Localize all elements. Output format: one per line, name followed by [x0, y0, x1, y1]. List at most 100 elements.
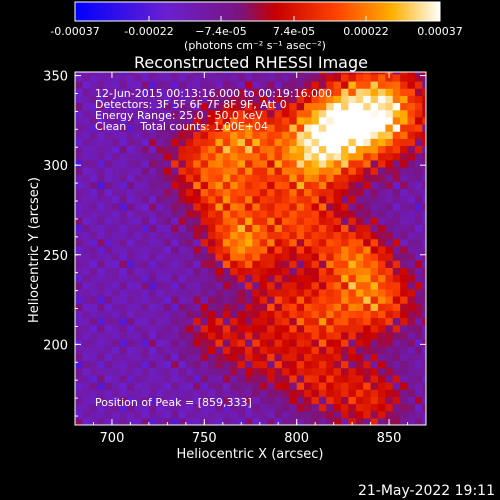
heatmap-cell — [126, 367, 135, 376]
heatmap-cell — [163, 95, 172, 104]
heatmap-cell — [111, 72, 120, 75]
heatmap-cell — [407, 324, 416, 333]
heatmap-cell — [148, 367, 157, 376]
heatmap-cell — [348, 381, 357, 390]
heatmap-cell — [82, 396, 91, 405]
heatmap-cell — [281, 417, 290, 425]
heatmap-cell — [370, 245, 379, 254]
heatmap-cell — [267, 360, 276, 369]
heatmap-cell — [82, 181, 91, 190]
heatmap-cell — [400, 274, 409, 283]
heatmap-cell — [75, 224, 83, 233]
heatmap-cell — [385, 353, 394, 362]
heatmap-cell — [82, 224, 91, 233]
heatmap-cell — [126, 260, 135, 268]
heatmap-cell — [377, 410, 386, 419]
heatmap-cell — [318, 252, 327, 261]
heatmap-cell — [274, 403, 283, 412]
heatmap-cell — [281, 80, 290, 89]
heatmap-cell — [75, 80, 83, 89]
heatmap-cell — [267, 260, 276, 268]
heatmap-cell — [414, 267, 423, 276]
heatmap-cell — [341, 181, 350, 190]
heatmap-cell — [171, 188, 180, 197]
heatmap-cell — [156, 138, 165, 147]
heatmap-cell — [215, 281, 224, 290]
heatmap-cell — [163, 224, 172, 233]
heatmap-cell — [267, 217, 276, 225]
heatmap-cell — [385, 174, 394, 182]
heatmap-cell — [163, 403, 172, 412]
heatmap-cell — [230, 123, 239, 132]
heatmap-cell — [230, 116, 239, 125]
heatmap-cell — [185, 410, 194, 419]
heatmap-cell — [222, 338, 231, 347]
heatmap-cell — [326, 152, 335, 161]
heatmap-cell — [318, 238, 327, 247]
heatmap-cell — [370, 331, 379, 340]
heatmap-cell — [215, 274, 224, 283]
heatmap-cell — [385, 396, 394, 405]
heatmap-cell — [326, 417, 335, 425]
heatmap-cell — [377, 353, 386, 362]
heatmap-cell — [244, 267, 253, 276]
heatmap-cell — [281, 238, 290, 247]
heatmap-cell — [126, 288, 135, 297]
heatmap-cell — [148, 288, 157, 297]
heatmap-cell — [252, 281, 261, 290]
heatmap-cell — [148, 310, 157, 319]
heatmap-cell — [178, 245, 187, 254]
heatmap-cell — [252, 138, 261, 147]
heatmap-cell — [141, 303, 150, 311]
heatmap-cell — [244, 381, 253, 390]
heatmap-cell — [119, 166, 128, 175]
heatmap-cell — [208, 131, 216, 139]
heatmap-cell — [97, 245, 106, 254]
heatmap-cell — [348, 303, 357, 311]
heatmap-cell — [370, 288, 379, 297]
heatmap-cell — [82, 80, 91, 89]
heatmap-cell — [252, 88, 261, 96]
heatmap-cell — [230, 281, 239, 290]
heatmap-cell — [407, 102, 416, 111]
heatmap-cell — [281, 152, 290, 161]
heatmap-cell — [97, 202, 106, 211]
heatmap-cell — [208, 288, 216, 297]
heatmap-cell — [215, 181, 224, 190]
heatmap-cell — [111, 188, 120, 197]
heatmap-cell — [333, 181, 342, 190]
heatmap-cell — [422, 331, 426, 340]
heatmap-cell — [304, 181, 313, 190]
heatmap-cell — [363, 274, 372, 283]
heatmap-cell — [200, 396, 209, 405]
heatmap-cell — [185, 274, 194, 283]
heatmap-cell — [289, 72, 298, 75]
heatmap-cell — [281, 353, 290, 362]
heatmap-cell — [422, 396, 426, 405]
heatmap-cell — [185, 95, 194, 104]
heatmap-cell — [281, 346, 290, 354]
heatmap-cell — [171, 324, 180, 333]
heatmap-cell — [119, 274, 128, 283]
heatmap-cell — [163, 195, 172, 204]
heatmap-cell — [267, 224, 276, 233]
heatmap-cell — [111, 389, 120, 397]
heatmap-cell — [148, 346, 157, 354]
heatmap-cell — [296, 217, 305, 225]
heatmap-cell — [141, 288, 150, 297]
heatmap-cell — [407, 159, 416, 168]
heatmap-cell — [326, 396, 335, 405]
heatmap-cell — [178, 338, 187, 347]
heatmap-cell — [311, 389, 320, 397]
heatmap-cell — [311, 159, 320, 168]
heatmap-cell — [267, 403, 276, 412]
heatmap-cell — [355, 317, 364, 326]
heatmap-cell — [171, 145, 180, 154]
heatmap-cell — [385, 188, 394, 197]
heatmap-cell — [363, 403, 372, 412]
heatmap-cell — [185, 80, 194, 89]
heatmap-cell — [318, 338, 327, 347]
heatmap-cell — [134, 181, 143, 190]
heatmap-cell — [230, 389, 239, 397]
heatmap-cell — [134, 152, 143, 161]
